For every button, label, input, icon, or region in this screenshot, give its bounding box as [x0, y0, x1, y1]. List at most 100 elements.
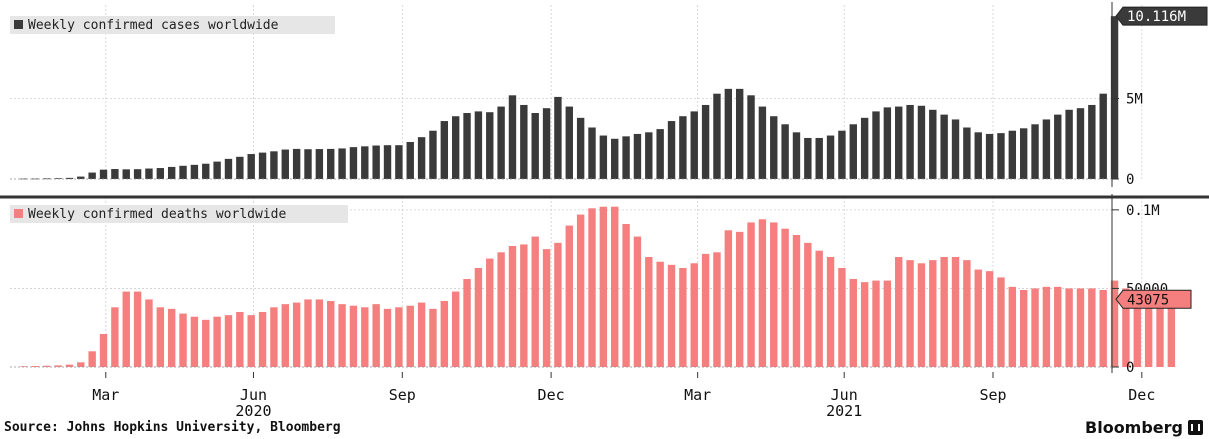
bar	[372, 145, 380, 179]
bar	[179, 313, 187, 367]
bar	[258, 152, 267, 179]
bar	[906, 260, 914, 367]
bar	[395, 145, 403, 179]
bar	[849, 124, 857, 179]
x-year-label: 2020	[235, 402, 271, 418]
bar	[440, 121, 449, 179]
last-value-label: 10.116M	[1127, 9, 1186, 25]
x-tick-label: Dec	[538, 386, 565, 404]
bar	[531, 236, 539, 367]
y-tick-label: 0	[1126, 360, 1134, 376]
bar	[599, 135, 608, 179]
bar	[917, 105, 926, 179]
bar	[451, 116, 460, 179]
bar	[474, 111, 483, 179]
bar	[713, 252, 721, 367]
bar	[735, 88, 744, 179]
bar	[690, 263, 698, 367]
bar	[1156, 296, 1164, 367]
bar	[145, 299, 153, 367]
bar	[1019, 128, 1028, 179]
bar	[1099, 290, 1107, 367]
bar	[292, 148, 301, 179]
bar	[815, 250, 823, 367]
bar	[963, 127, 971, 179]
bar	[236, 156, 244, 179]
bar	[1167, 299, 1176, 367]
bar	[406, 305, 414, 367]
bar	[1008, 130, 1017, 179]
brand-name: Bloomberg	[1085, 418, 1183, 437]
bar	[1088, 288, 1096, 367]
bar	[497, 106, 505, 179]
bar	[792, 235, 801, 367]
bar	[667, 264, 676, 367]
x-year-label: 2021	[826, 402, 862, 418]
bar	[645, 257, 653, 367]
bar	[429, 308, 437, 367]
y-tick-label: 5M	[1126, 92, 1143, 108]
y-tick-label: 0.1M	[1126, 203, 1160, 219]
bar	[156, 307, 165, 367]
bar	[826, 257, 835, 367]
bar	[1110, 16, 1119, 179]
bar	[1008, 286, 1017, 367]
bar	[792, 132, 801, 179]
bar	[679, 268, 687, 367]
bar	[735, 231, 744, 367]
bar	[111, 307, 119, 367]
bar	[190, 316, 199, 367]
last-value-tag	[1115, 6, 1208, 26]
bar	[804, 242, 812, 367]
bar	[1031, 124, 1039, 179]
x-tick-label: Jun	[240, 386, 267, 404]
bar	[258, 312, 267, 367]
bar	[815, 137, 823, 179]
bar	[804, 137, 812, 179]
legend-swatch	[14, 209, 23, 218]
bar	[122, 169, 130, 179]
bar	[463, 113, 471, 179]
bar	[304, 299, 312, 367]
bar	[281, 304, 289, 367]
y-tick-label: 0	[1126, 172, 1134, 188]
bar	[372, 304, 380, 367]
bar	[929, 260, 937, 367]
bar	[588, 127, 596, 179]
bar	[599, 206, 608, 367]
bar	[895, 106, 903, 179]
bar	[565, 106, 573, 179]
legend-box	[10, 205, 348, 223]
bar	[167, 308, 176, 367]
bar	[247, 154, 255, 179]
bar	[1088, 104, 1096, 179]
bar	[270, 307, 278, 367]
bar	[1054, 114, 1062, 179]
bar	[1065, 288, 1073, 367]
bar	[520, 104, 528, 179]
bar	[1076, 288, 1085, 367]
bar	[395, 307, 403, 367]
bar	[145, 168, 153, 179]
x-tick-label: Jun	[831, 386, 858, 404]
x-tick-label: Sep	[389, 386, 416, 404]
bar	[701, 104, 710, 179]
bar	[747, 95, 755, 179]
bar	[1076, 108, 1085, 179]
bar	[451, 291, 460, 367]
bar	[997, 277, 1005, 367]
bar	[508, 95, 517, 179]
bar	[270, 151, 278, 179]
bar	[486, 258, 494, 367]
bar	[838, 268, 846, 367]
bar	[758, 106, 767, 179]
chart-area: 0 5M 10.116M Weekly confirmed cases worldwi…	[0, 2, 1209, 418]
bar	[883, 107, 892, 179]
bar	[77, 362, 85, 367]
bar	[724, 88, 733, 179]
bar	[929, 109, 937, 179]
bar	[315, 149, 324, 179]
bar	[1110, 280, 1119, 367]
bar	[985, 133, 994, 179]
bar	[417, 137, 426, 179]
